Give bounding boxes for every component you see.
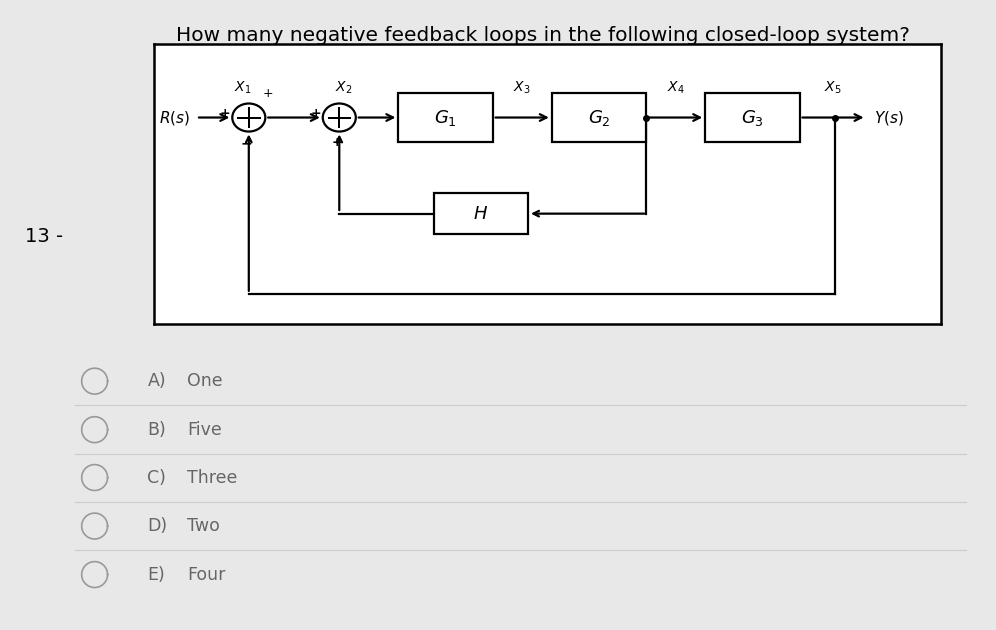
Text: −: − xyxy=(240,137,252,151)
Text: $X_1$: $X_1$ xyxy=(234,80,251,96)
Text: $X_5$: $X_5$ xyxy=(824,80,842,96)
Bar xyxy=(552,93,646,142)
Text: $G_3$: $G_3$ xyxy=(741,108,764,127)
Text: +: + xyxy=(220,107,231,120)
Text: $R(s)$: $R(s)$ xyxy=(158,108,189,127)
Text: +: + xyxy=(332,137,342,149)
Text: Four: Four xyxy=(187,566,226,583)
Text: How many negative feedback loops in the following closed-loop system?: How many negative feedback loops in the … xyxy=(176,26,909,45)
Text: $G_2$: $G_2$ xyxy=(588,108,611,127)
Bar xyxy=(705,93,800,142)
Bar xyxy=(433,193,528,234)
Text: $H$: $H$ xyxy=(473,205,488,222)
Text: Two: Two xyxy=(187,517,220,535)
Text: Five: Five xyxy=(187,421,222,438)
Text: $X_2$: $X_2$ xyxy=(335,80,352,96)
Text: A): A) xyxy=(147,372,166,390)
Text: 13 -: 13 - xyxy=(25,227,63,246)
Text: $X_3$: $X_3$ xyxy=(514,80,531,96)
Text: One: One xyxy=(187,372,223,390)
Text: $Y(s)$: $Y(s)$ xyxy=(874,108,904,127)
Text: +: + xyxy=(311,107,321,120)
Text: $G_1$: $G_1$ xyxy=(434,108,457,127)
Bar xyxy=(398,93,493,142)
Text: B): B) xyxy=(147,421,166,438)
Text: +: + xyxy=(263,86,274,100)
Text: D): D) xyxy=(147,517,167,535)
Text: E): E) xyxy=(147,566,165,583)
Text: $X_4$: $X_4$ xyxy=(667,80,684,96)
Text: C): C) xyxy=(147,469,166,486)
Text: Three: Three xyxy=(187,469,238,486)
